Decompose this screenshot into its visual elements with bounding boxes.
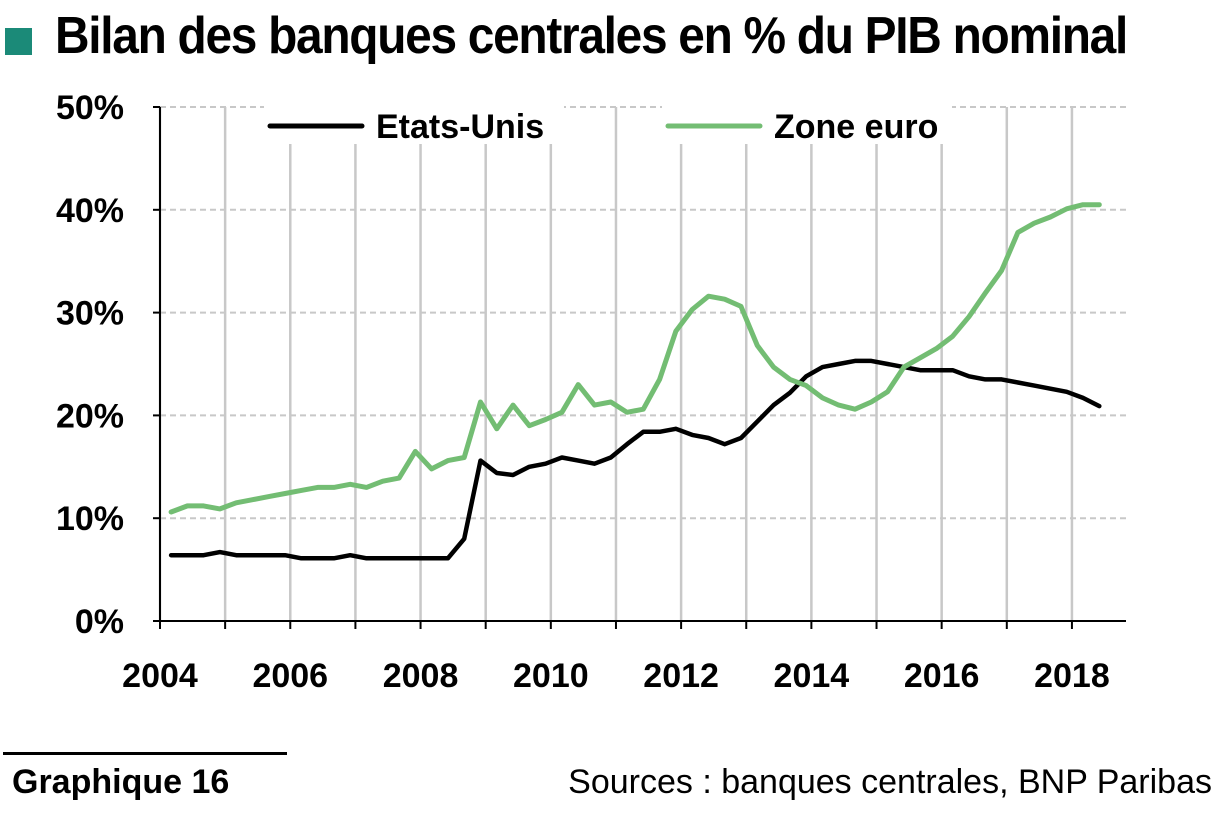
- chart-legend: Etats-Unis Zone euro: [264, 100, 952, 146]
- footer-divider: [3, 752, 287, 755]
- line-chart: 0% 10% 20% 30% 40% 50% 2004 2006 2008 2010 2012 201…: [56, 89, 1126, 695]
- y-tick-label: 10%: [56, 500, 124, 538]
- chart-title: Bilan des banques centrales en % du PIB …: [55, 7, 1128, 65]
- y-tick-label: 20%: [56, 397, 124, 435]
- legend-backdrop: [264, 100, 564, 144]
- legend-backdrop: [662, 100, 952, 144]
- chart-series: [168, 202, 1102, 561]
- title-marker-square: [5, 28, 32, 55]
- x-tick-label: 2008: [383, 657, 459, 695]
- x-tick-label: 2012: [643, 657, 719, 695]
- chart-axes: 0% 10% 20% 30% 40% 50% 2004 2006 2008 2010 2012 201…: [56, 89, 1126, 695]
- x-tick-label: 2004: [122, 657, 198, 695]
- series-line-etats-unis: [168, 358, 1102, 561]
- x-tick-label: 2006: [252, 657, 328, 695]
- legend-label: Etats-Unis: [376, 108, 544, 146]
- figure-label: Graphique 16: [12, 763, 230, 801]
- x-tick-label: 2010: [513, 657, 589, 695]
- series-line-zone-euro: [168, 202, 1102, 515]
- x-tick-label: 2016: [904, 657, 980, 695]
- chart-gridlines: [158, 106, 1126, 621]
- y-tick-label: 50%: [56, 89, 124, 127]
- x-tick-label: 2014: [774, 657, 850, 695]
- y-tick-label: 0%: [75, 603, 124, 641]
- legend-label: Zone euro: [774, 108, 938, 146]
- title-row: Bilan des banques centrales en % du PIB …: [0, 0, 1220, 80]
- source-note: Sources : banques centrales, BNP Paribas: [568, 763, 1212, 801]
- y-tick-label: 30%: [56, 295, 124, 333]
- x-tick-label: 2018: [1034, 657, 1110, 695]
- y-tick-label: 40%: [56, 192, 124, 230]
